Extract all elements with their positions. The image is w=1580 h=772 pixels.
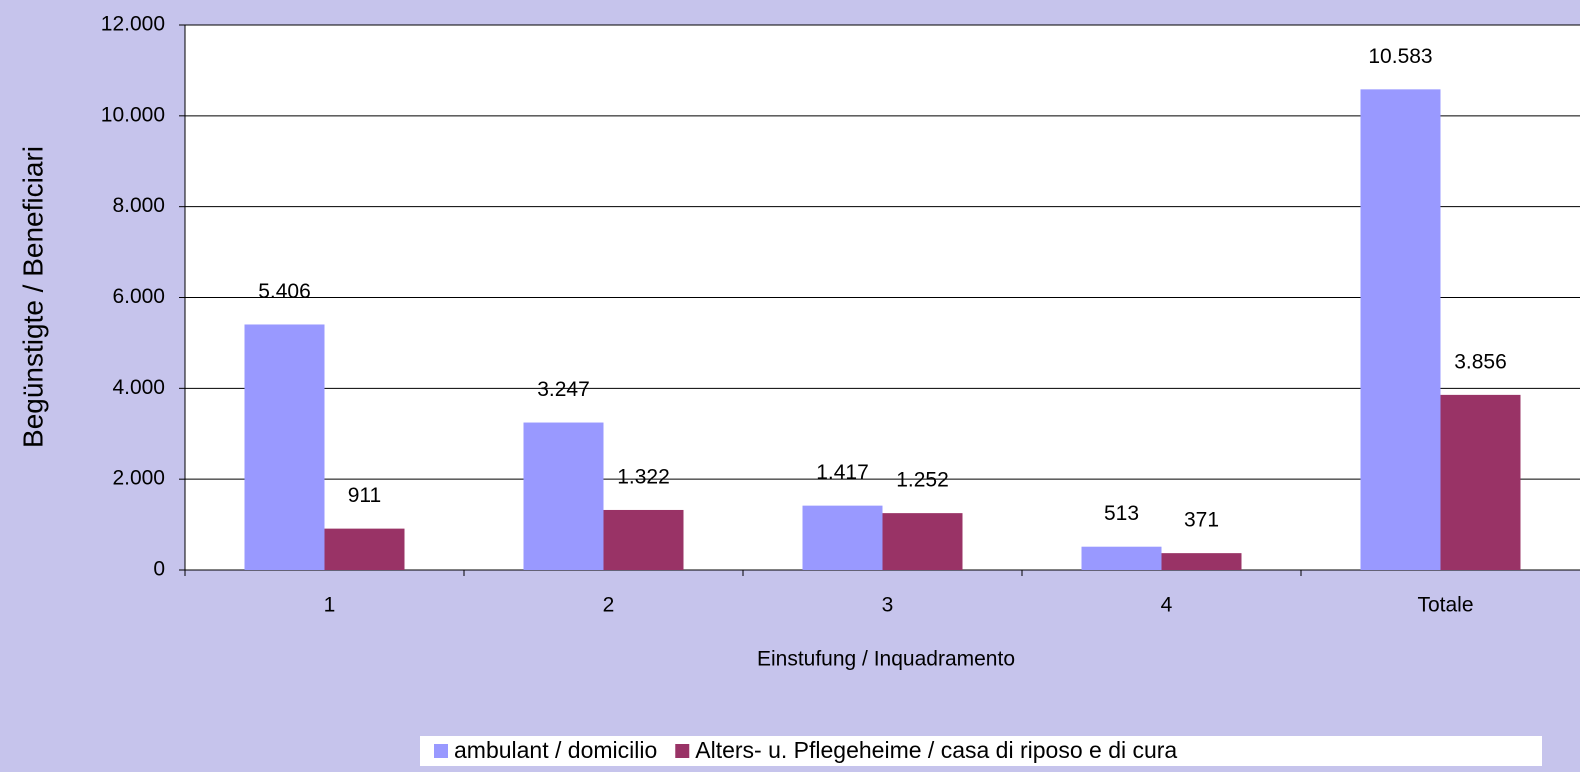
bar (324, 528, 405, 570)
bar (1440, 394, 1521, 570)
legend-swatch (675, 744, 690, 758)
bar (523, 422, 604, 570)
x-tick-label: Totale (1417, 594, 1473, 617)
bar (603, 509, 684, 570)
bar (1360, 89, 1441, 571)
data-label: 3.247 (537, 378, 590, 401)
bar (882, 513, 963, 570)
y-tick-label: 8.000 (112, 194, 165, 217)
data-label: 1.417 (816, 461, 869, 484)
data-label: 10.583 (1368, 45, 1432, 68)
x-tick-label: 3 (882, 594, 894, 617)
x-tick-label: 2 (603, 594, 615, 617)
legend-label: ambulant / domicilio (454, 737, 657, 763)
data-label: 5.406 (258, 280, 311, 303)
bar (1161, 553, 1242, 570)
y-tick-label: 4.000 (112, 376, 165, 399)
legend-label: Alters- u. Pflegeheime / casa di riposo … (695, 737, 1177, 763)
x-axis-title: Einstufung / Inquadramento (757, 648, 1015, 671)
y-tick-label: 10.000 (101, 103, 165, 126)
y-tick-label: 12.000 (101, 13, 165, 36)
y-tick-label: 0 (153, 558, 165, 581)
data-label: 1.252 (896, 469, 949, 492)
x-tick-label: 1 (324, 594, 336, 617)
data-label: 371 (1184, 509, 1219, 532)
data-label: 1.322 (617, 466, 670, 489)
y-tick-label: 6.000 (112, 285, 165, 308)
x-tick-label: 4 (1161, 594, 1173, 617)
bar (802, 505, 883, 570)
legend-swatch (434, 744, 448, 758)
y-axis-title: Begünstigte / Beneficiari (17, 146, 48, 448)
legend-box (420, 736, 1542, 766)
data-label: 911 (348, 484, 381, 507)
bar (1081, 546, 1162, 570)
bar (244, 324, 325, 570)
data-label: 513 (1104, 502, 1139, 525)
y-tick-label: 2.000 (112, 467, 165, 490)
data-label: 3.856 (1454, 350, 1507, 373)
